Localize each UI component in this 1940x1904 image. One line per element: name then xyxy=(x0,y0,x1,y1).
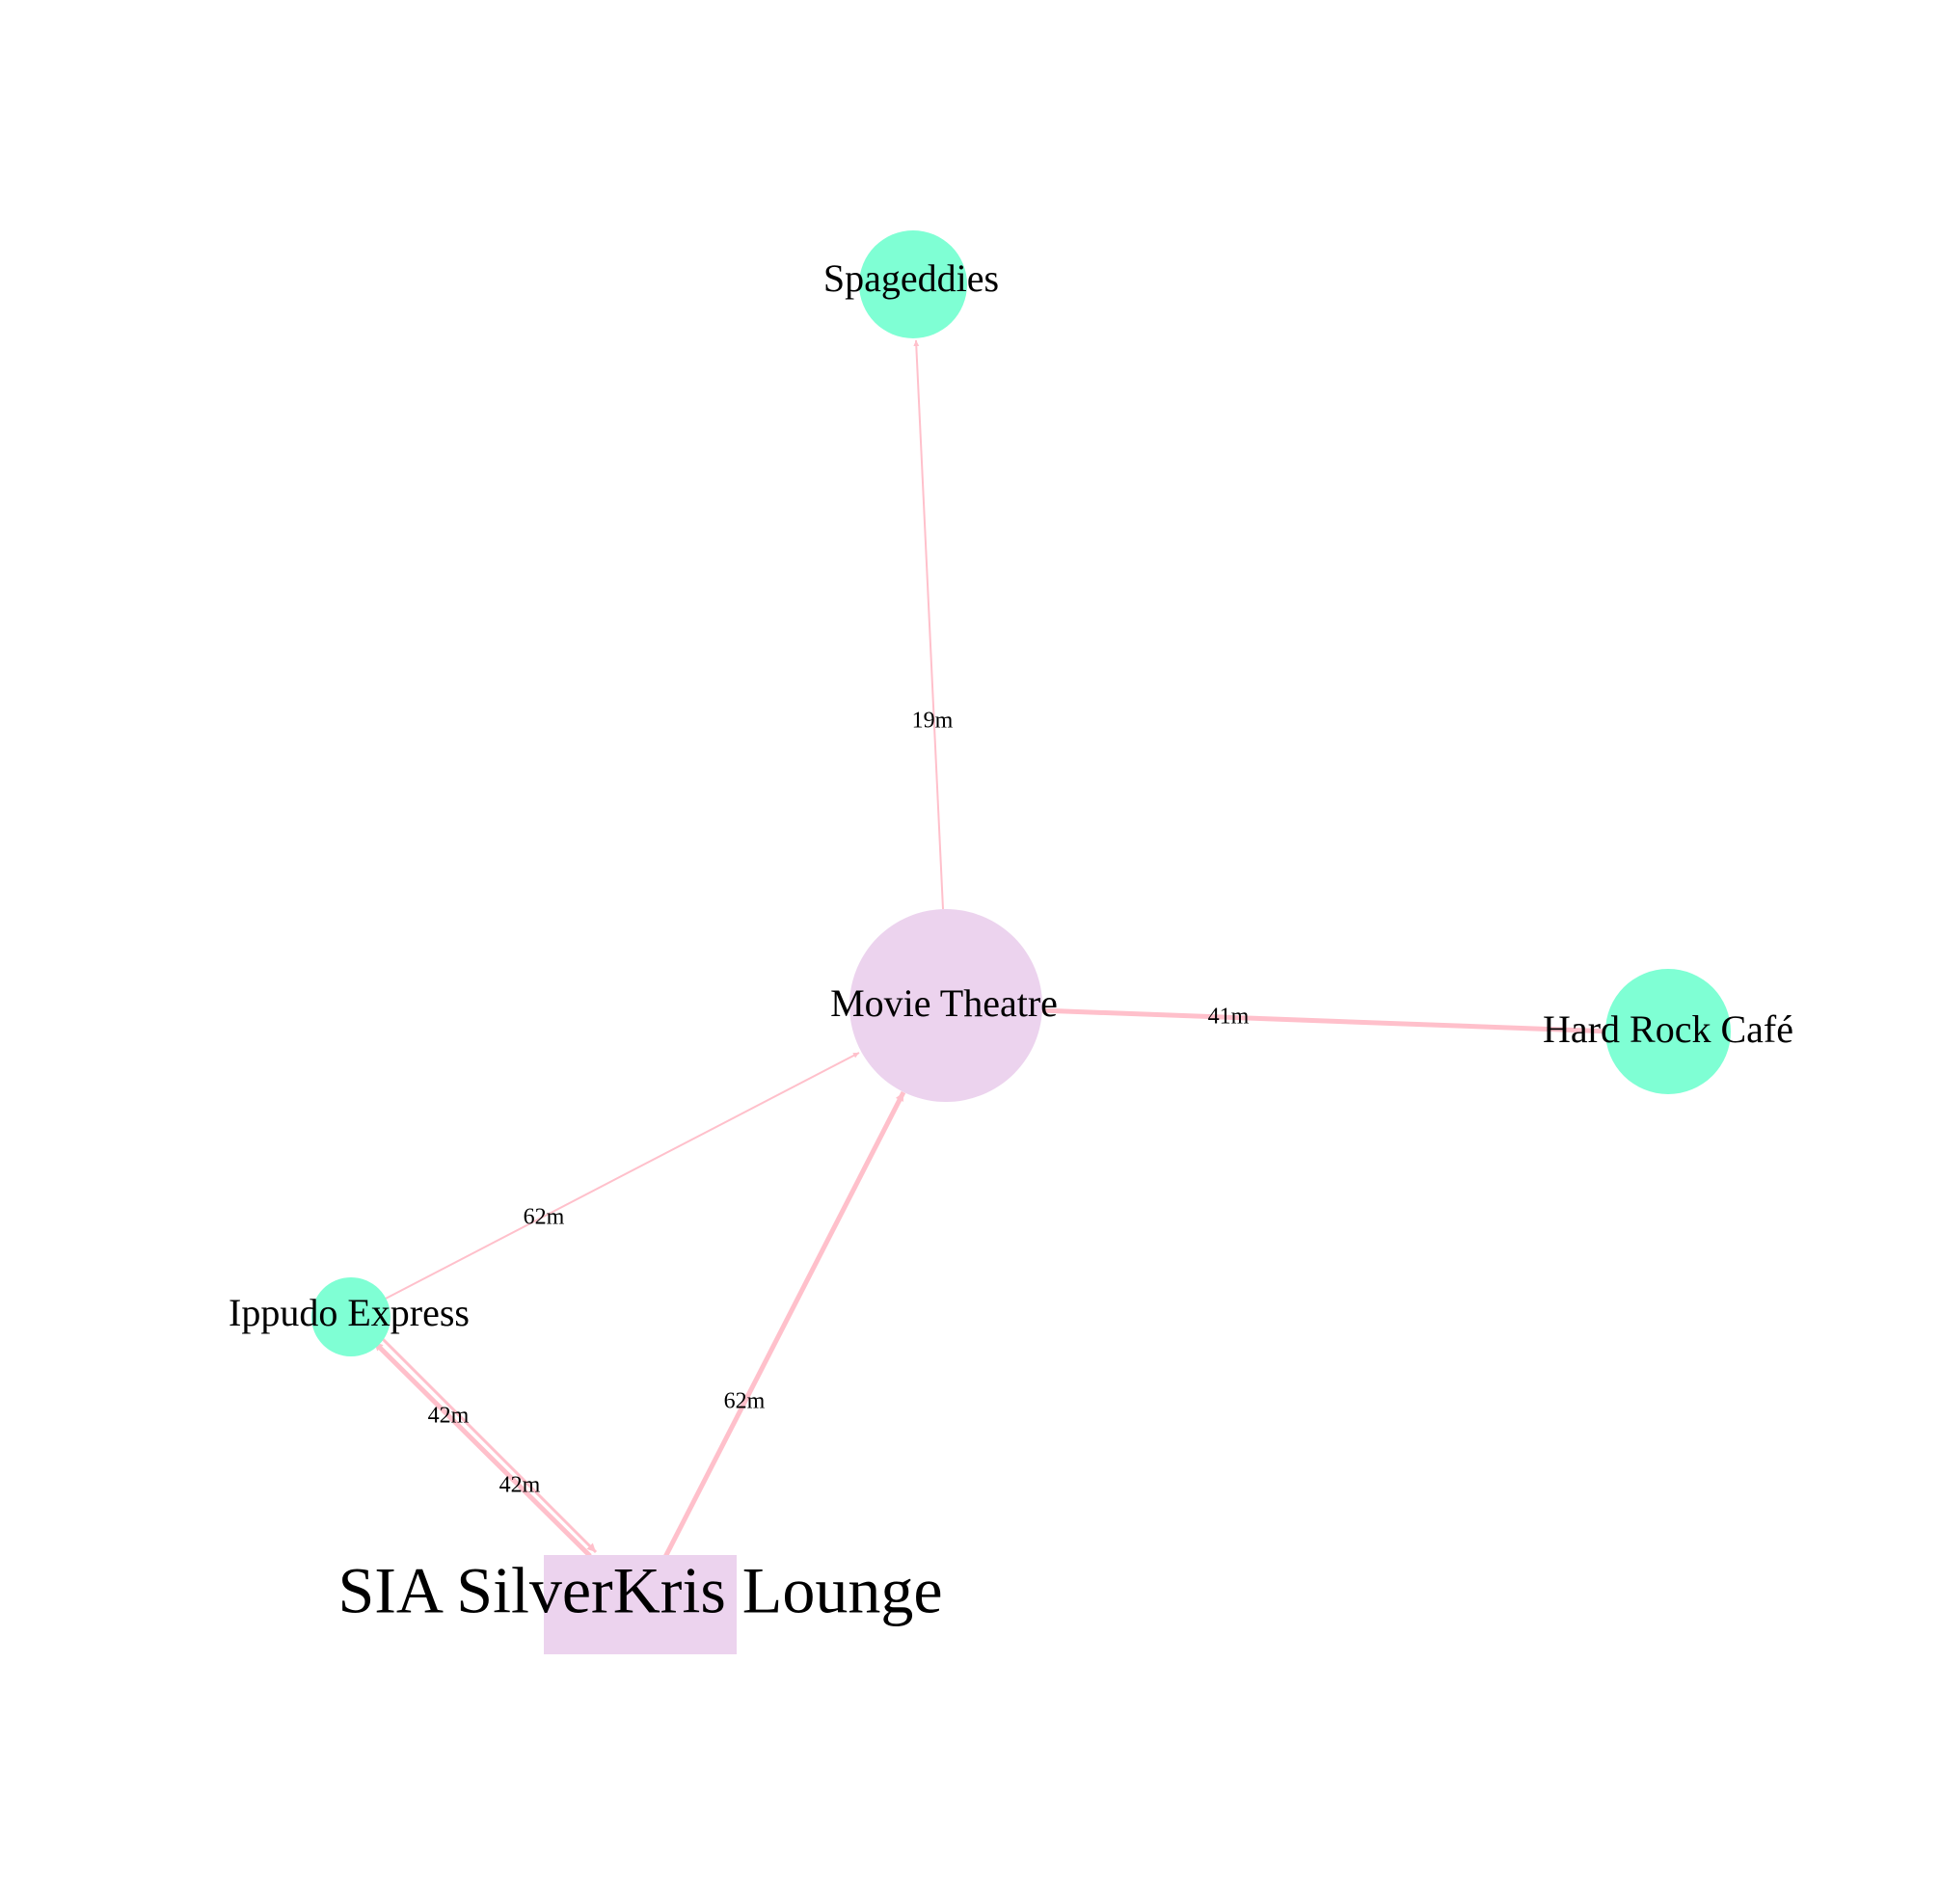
edge-label-lounge-to-theatre: 62m xyxy=(724,1389,766,1414)
node-labels: Spageddies Movie Theatre Hard Rock Café … xyxy=(229,256,1793,1626)
edge-lounge-to-theatre xyxy=(662,1090,906,1559)
edge-lounge-to-ippudo xyxy=(372,1340,592,1558)
edges xyxy=(372,339,1613,1559)
edge-label-lounge-to-ippudo: 42m xyxy=(428,1404,470,1429)
node-label-spageddies: Spageddies xyxy=(823,256,999,300)
edge-ippudo-to-theatre xyxy=(383,1052,860,1301)
node-label-ippudo-express: Ippudo Express xyxy=(229,1291,470,1334)
node-hard-rock-cafe xyxy=(1605,969,1731,1094)
node-ippudo-express xyxy=(311,1277,391,1356)
node-label-movie-theatre: Movie Theatre xyxy=(830,981,1058,1025)
node-movie-theatre xyxy=(849,909,1042,1102)
node-label-sia-silverkris-lounge: SIA SilverKris Lounge xyxy=(337,1554,942,1627)
edge-label-ippudo-to-theatre: 62m xyxy=(524,1205,565,1230)
node-spageddies xyxy=(859,230,967,338)
edge-label-theatre-hardrock: 41m xyxy=(1208,1005,1250,1030)
edge-label-ippudo-to-lounge: 42m xyxy=(499,1473,541,1498)
edge-labels: 19m 41m 62m 62m 42m 42m xyxy=(428,709,1250,1498)
node-sia-silverkris-lounge xyxy=(544,1555,737,1654)
edge-ippudo-to-lounge xyxy=(380,1336,598,1554)
edge-theatre-to-spageddies xyxy=(913,339,944,910)
edge-theatre-hardrock xyxy=(1038,1007,1613,1034)
node-label-hard-rock-cafe: Hard Rock Café xyxy=(1543,1007,1793,1051)
edge-label-theatre-to-spageddies: 19m xyxy=(912,709,954,734)
nodes xyxy=(311,230,1731,1654)
